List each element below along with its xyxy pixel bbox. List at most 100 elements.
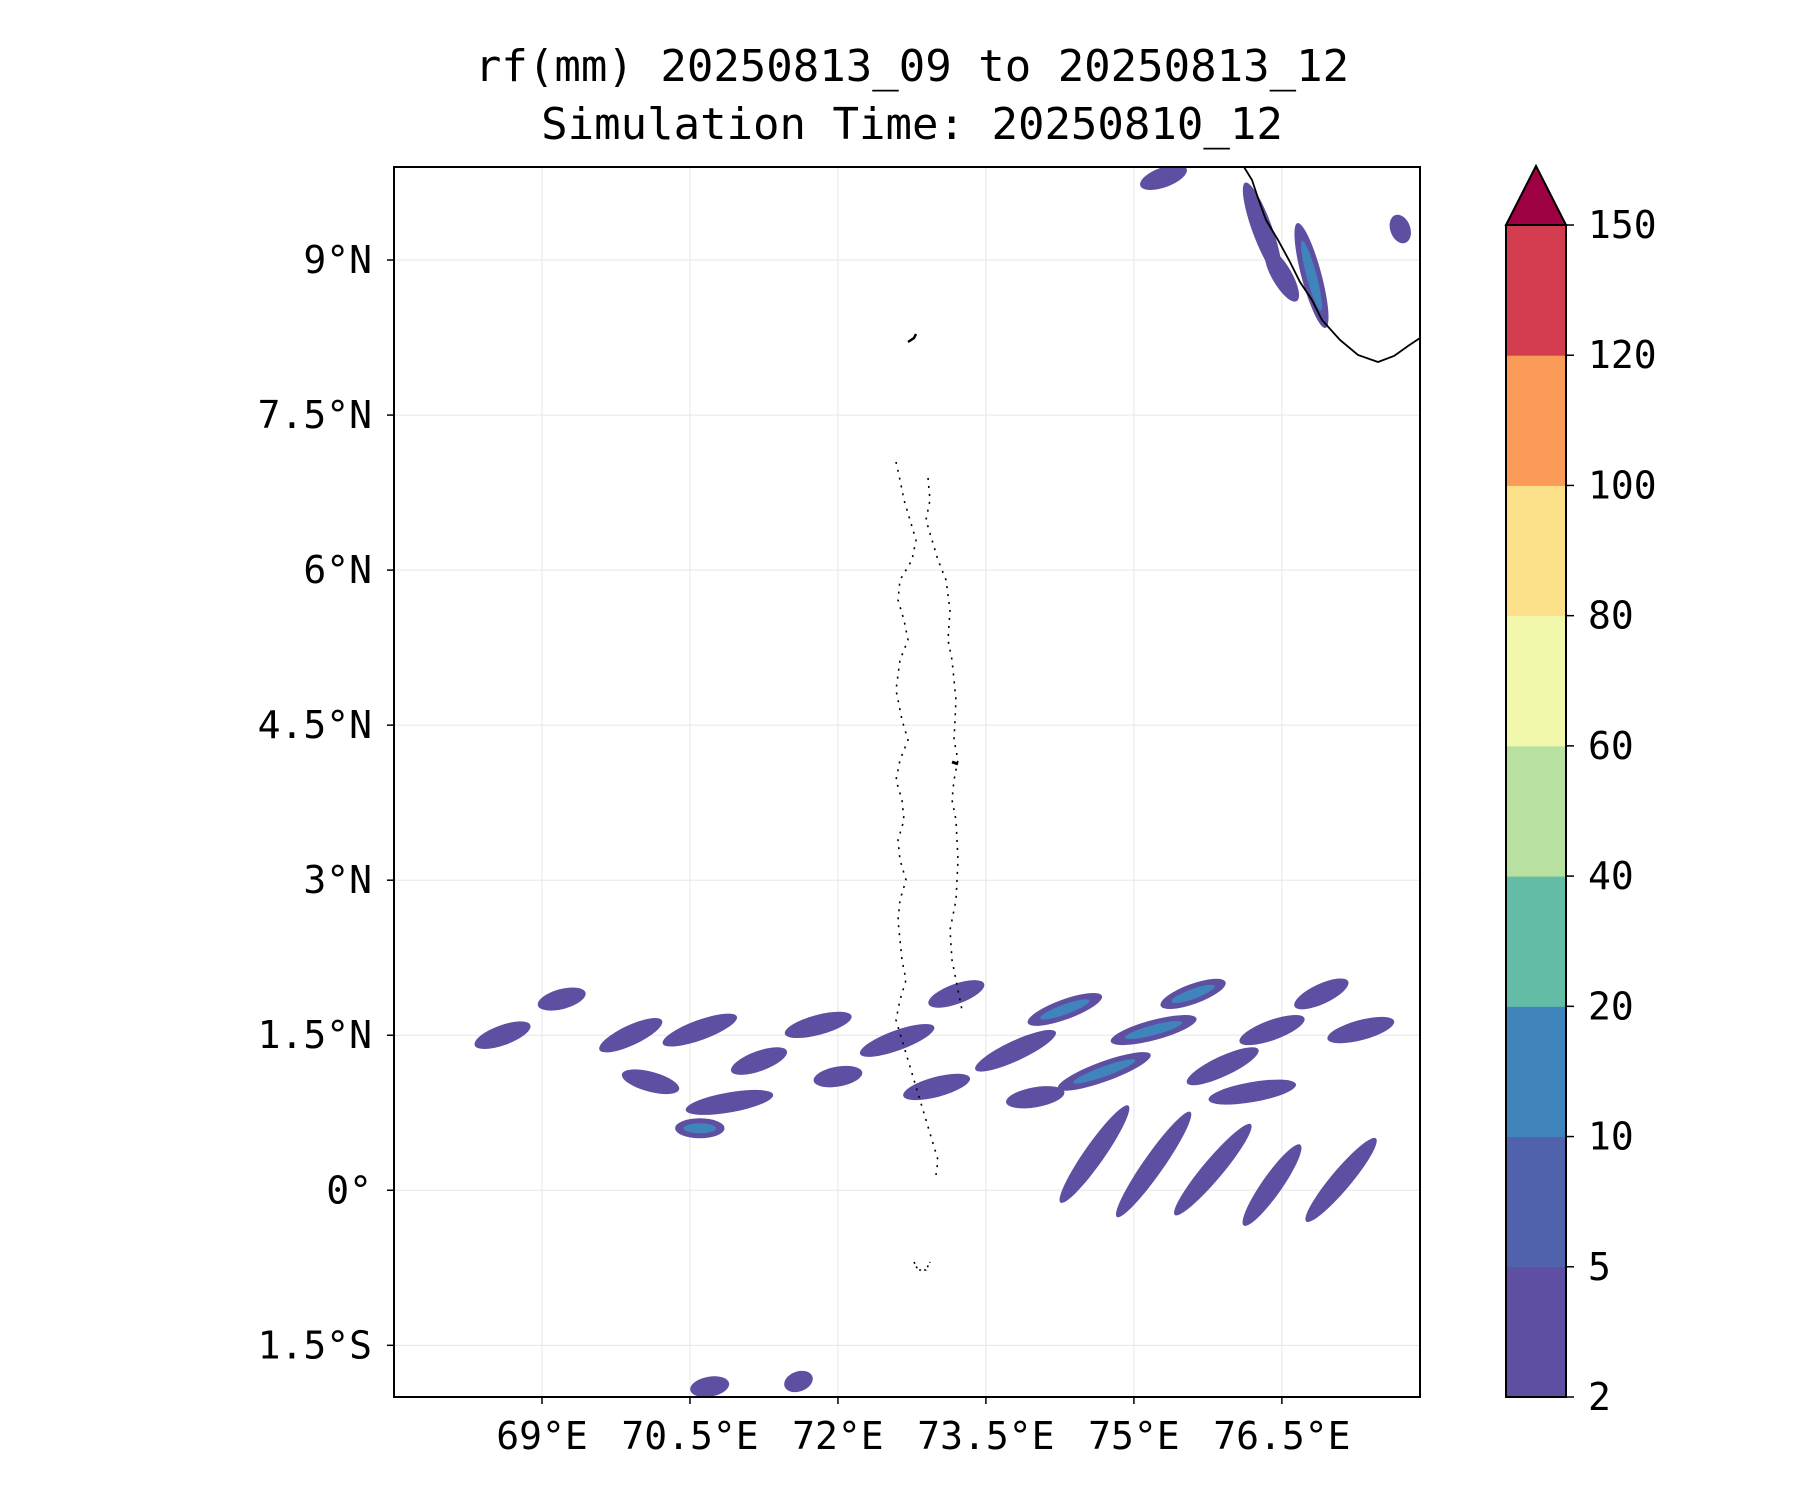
rain-band-outer (1186, 1047, 1259, 1086)
rain-band-outer (1305, 1137, 1377, 1223)
gridlines (394, 167, 1420, 1397)
rain-band-outer (784, 1370, 813, 1393)
colorbar-tick-label: 10 (1588, 1115, 1634, 1159)
rain-band-outer (784, 1011, 852, 1039)
colorbar-segment (1506, 1136, 1566, 1268)
maldives-atolls-west (895, 461, 939, 1176)
colorbar-tick-label: 40 (1588, 854, 1634, 898)
rain-band (662, 1013, 738, 1047)
rain-band (1305, 1137, 1377, 1223)
rain-band-outer (730, 1047, 788, 1075)
rain-band (1389, 214, 1411, 244)
chart-title-line2: Simulation Time: 20250810_12 (541, 99, 1283, 150)
rain-band (1327, 1016, 1395, 1044)
rain-band-outer (1006, 1086, 1065, 1109)
rain-band-core (1073, 1059, 1136, 1084)
rain-band-outer (903, 1073, 971, 1101)
rain-band (1110, 1015, 1197, 1046)
colorbar-frame (1505, 224, 1567, 1398)
rain-band-outer (1208, 1079, 1297, 1105)
rain-band-outer (685, 1089, 774, 1115)
lon-tick-label: 72°E (792, 1414, 884, 1458)
rain-band (1242, 1144, 1302, 1226)
colorbar-tick-label: 100 (1588, 463, 1657, 507)
colorbar-segment (1506, 355, 1566, 486)
rain-band (975, 1029, 1056, 1072)
colorbar-segment (1506, 485, 1566, 617)
colorbar-tick-label: 80 (1588, 594, 1634, 638)
rain-band (1027, 992, 1103, 1026)
colorbar-tick-label: 2 (1588, 1375, 1611, 1419)
colorbar-tick-label: 20 (1588, 984, 1634, 1028)
rain-band (903, 1073, 971, 1101)
rain-band (813, 1065, 863, 1088)
colorbar-tick-label: 150 (1588, 203, 1657, 247)
rain-band (1239, 1014, 1305, 1046)
rain-band-outer (859, 1023, 935, 1057)
rain-band-core (1300, 240, 1323, 311)
lat-tick-label: 1.5°N (258, 1013, 372, 1057)
lat-tick-label: 6°N (303, 548, 372, 592)
rain-band (928, 980, 985, 1008)
lakshadweep-island (907, 333, 918, 344)
rain-band (474, 1021, 531, 1050)
rain-band (599, 1018, 663, 1053)
rain-band-outer (621, 1069, 680, 1095)
lon-tick-label: 69°E (496, 1414, 588, 1458)
lon-tick-label: 76.5°E (1213, 1414, 1350, 1458)
map-frame (393, 166, 1421, 1398)
rain-band (1208, 1079, 1297, 1105)
rain-band (1160, 978, 1226, 1009)
coastlines (895, 167, 1420, 1271)
rain-band (621, 1069, 680, 1095)
rain-band (690, 1376, 730, 1397)
rainfall-contours (474, 167, 1411, 1397)
rain-band-outer (599, 1018, 663, 1053)
rain-band-outer (474, 1021, 531, 1050)
rain-band (1006, 1086, 1065, 1109)
lat-tick-label: 9°N (303, 238, 372, 282)
rain-band-core (1040, 999, 1090, 1020)
rain-band (537, 987, 586, 1011)
rain-band-outer (1242, 1144, 1302, 1226)
rain-band (1115, 1111, 1192, 1218)
india-coastline (1243, 167, 1420, 363)
rain-band-outer (1239, 1014, 1305, 1046)
rain-band (1059, 1105, 1130, 1203)
rain-band-outer (662, 1013, 738, 1047)
rain-band-core (1171, 984, 1215, 1004)
rain-band-core (683, 1123, 717, 1134)
lon-tick-label: 75°E (1088, 1414, 1180, 1458)
colorbar-tick-label: 5 (1588, 1245, 1611, 1289)
rain-band (685, 1089, 774, 1115)
rain-band (1294, 223, 1329, 329)
lat-tick-label: 7.5°N (258, 393, 372, 437)
colorbar-segment (1506, 615, 1566, 747)
rain-band (1174, 1123, 1252, 1216)
colorbar-tick-label: 60 (1588, 724, 1634, 768)
rain-band (1057, 1052, 1151, 1091)
latitude-axis: 9°N 7.5°N 6°N 4.5°N 3°N 1.5°N 0° 1.5°S (258, 238, 394, 1367)
chart-title-line1: rf(mm) 20250813_09 to 20250813_12 (474, 41, 1350, 92)
rain-band (1186, 1047, 1259, 1086)
colorbar-segment (1506, 1006, 1566, 1138)
lat-tick-label: 4.5°N (258, 703, 372, 747)
rain-band-outer (813, 1065, 863, 1088)
rain-band-outer (1140, 167, 1187, 190)
rain-band-outer (1264, 249, 1300, 302)
rain-band (784, 1011, 852, 1039)
rain-band-outer (690, 1376, 730, 1397)
rain-band-outer (1294, 978, 1349, 1010)
colorbar-tick-label: 120 (1588, 333, 1657, 377)
rain-band-outer (1115, 1111, 1192, 1218)
rain-band (859, 1023, 935, 1057)
colorbar-segment (1506, 745, 1566, 877)
colorbar-segment (1506, 876, 1566, 1007)
rain-band (1294, 978, 1349, 1010)
lon-tick-label: 70.5°E (621, 1414, 758, 1458)
lat-tick-label: 0° (326, 1168, 372, 1212)
lat-tick-label: 3°N (303, 858, 372, 902)
colorbar: 2 5 10 20 40 60 80 100 120 150 (1504, 163, 1657, 1419)
rain-band-outer (1327, 1016, 1395, 1044)
